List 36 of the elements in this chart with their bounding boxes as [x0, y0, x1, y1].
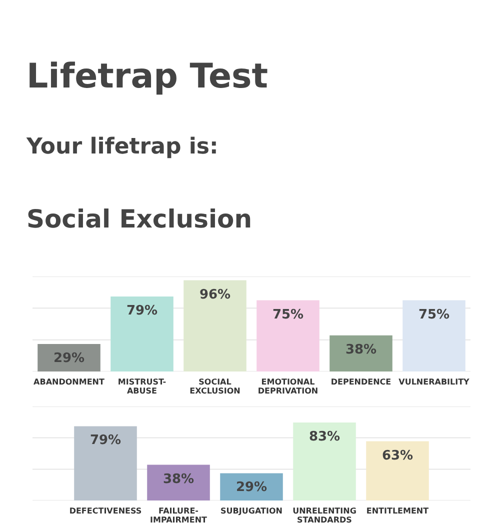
x-tick-label: FAILURE-IMPAIRMENT	[150, 506, 208, 524]
x-tick-label: SUBJUGATION	[220, 506, 282, 516]
data-label: 79%	[90, 433, 122, 448]
bar	[38, 344, 100, 372]
bar	[74, 426, 137, 500]
bar	[366, 441, 429, 500]
bar	[184, 280, 246, 372]
data-label: 63%	[382, 448, 414, 464]
x-tick-label: DEFECTIVENESS	[69, 506, 142, 516]
bar	[402, 300, 466, 372]
x-tick-label: ENTITLEMENT	[366, 506, 430, 516]
data-label: 96%	[199, 287, 231, 302]
chart-title: Lifetrap Test	[26, 56, 268, 96]
bar	[330, 335, 392, 372]
data-label: 79%	[126, 303, 158, 318]
data-label: 29%	[236, 480, 268, 496]
x-tick-label: DEPENDENCE	[330, 378, 392, 386]
x-tick-label: SOCIAL EXCLUSION	[190, 378, 240, 396]
data-label: 38%	[162, 472, 194, 487]
x-tick-label: MISTRUST-ABUSE	[118, 378, 166, 396]
data-label: 83%	[308, 429, 340, 444]
data-label: 75%	[272, 307, 304, 322]
x-tick-label: ABANDONMENT	[34, 378, 105, 386]
data-label: 38%	[345, 342, 377, 358]
bar	[220, 473, 283, 500]
text: Social Exclusion	[26, 204, 252, 234]
x-tick-label: EMOTIONAL DEPRIVATION	[258, 378, 318, 396]
x-tick-label: UNRELENTING STANDARDS	[292, 506, 356, 524]
data-label: 29%	[53, 350, 85, 366]
bar	[256, 300, 320, 372]
bar	[147, 464, 210, 500]
chart-subtitle: Your lifetrap is:	[26, 134, 218, 160]
x-tick-label: VULNERABILITY	[398, 378, 470, 386]
bar	[110, 296, 174, 372]
bar	[293, 422, 356, 500]
data-label: 75%	[418, 307, 450, 322]
